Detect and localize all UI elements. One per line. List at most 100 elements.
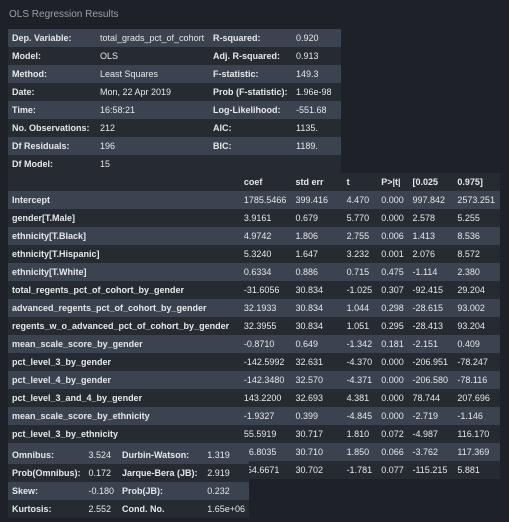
diagnostic-label: Omnibus:	[8, 446, 85, 464]
coef-term-name: advanced_regents_pct_of_cohort_by_gender	[8, 299, 240, 317]
diagnostic-label: Prob(JB):	[118, 482, 204, 500]
coef-value: 8.536	[453, 227, 500, 245]
coef-value: 32.1933	[239, 299, 292, 317]
diagnostics-table: Omnibus: 3.524 Durbin-Watson: 1.319 Prob(Omn…	[8, 446, 249, 518]
diagnostic-label: Durbin-Watson:	[118, 446, 204, 464]
coef-column-header	[8, 173, 240, 191]
coef-value: 0.072	[377, 425, 409, 443]
coef-value: -206.951	[408, 353, 454, 371]
coef-value: 0.475	[377, 263, 409, 281]
summary-row: Time: 16:58:21 Log-Likelihood: -551.68	[8, 101, 341, 119]
coef-value: -54.6671	[239, 461, 292, 479]
summary-value: 1135.	[292, 119, 341, 137]
diagnostic-value: 0.232	[203, 482, 249, 500]
coef-value: 2.076	[408, 245, 454, 263]
diagnostic-row: Prob(Omnibus): 0.172 Jarque-Bera (JB): 2.91…	[8, 464, 249, 482]
coef-term-name: mean_scale_score_by_gender	[8, 335, 240, 353]
coef-value: 30.834	[291, 317, 343, 335]
coef-value: 143.2200	[239, 389, 292, 407]
coef-value: 0.298	[377, 299, 409, 317]
coef-value: -115.215	[408, 461, 454, 479]
coef-value: -28.413	[408, 317, 454, 335]
coef-value: 117.369	[453, 443, 500, 461]
coef-value: 32.570	[291, 371, 343, 389]
summary-label: Log-Likelihood:	[209, 101, 292, 119]
coef-value: -206.580	[408, 371, 454, 389]
diagnostic-row: Kurtosis: 2.552 Cond. No. 1.65e+06	[8, 500, 249, 518]
coef-value: 0.886	[291, 263, 343, 281]
coef-value: 207.696	[453, 389, 500, 407]
coef-value: -1.025	[342, 281, 378, 299]
coef-value: 0.295	[377, 317, 409, 335]
coef-value: 32.631	[291, 353, 343, 371]
summary-row: Dep. Variable: total_grads_pct_of_cohort R…	[8, 29, 341, 47]
coef-row: ethnicity[T.Black] 4.9742 1.806 2.755 0.006 1…	[8, 227, 500, 245]
coef-value: 1.850	[342, 443, 378, 461]
coef-column-header: t	[342, 173, 378, 191]
coef-value: 0.715	[342, 263, 378, 281]
coef-value: 1.044	[342, 299, 378, 317]
diagnostic-label: Cond. No.	[118, 500, 204, 518]
coef-row: Intercept 1785.5466 399.416 4.470 0.000 997.8…	[8, 191, 500, 209]
coef-value: 1785.5466	[239, 191, 292, 209]
coefficients-table: coef std err t P>|t| [0.025 0.975] Intercept 17…	[8, 173, 500, 479]
coef-value: 1.647	[291, 245, 343, 263]
coef-value: 5.3240	[239, 245, 292, 263]
summary-row: Df Residuals: 196 BIC: 1189.	[8, 137, 341, 155]
coef-value: 2.755	[342, 227, 378, 245]
coef-value: -0.8710	[239, 335, 292, 353]
diagnostic-value: 2.919	[203, 464, 249, 482]
summary-value: OLS	[96, 47, 209, 65]
model-summary-table: Dep. Variable: total_grads_pct_of_cohort R…	[8, 29, 341, 191]
summary-value: Mon, 22 Apr 2019	[96, 83, 209, 101]
summary-value: -551.68	[292, 101, 341, 119]
coef-value: 93.204	[453, 317, 500, 335]
coef-value: -4.845	[342, 407, 378, 425]
coef-value: -3.762	[408, 443, 454, 461]
coef-value: -4.987	[408, 425, 454, 443]
summary-row: Date: Mon, 22 Apr 2019 Prob (F-statistic):…	[8, 83, 341, 101]
coef-row: advanced_regents_pct_of_cohort_by_gender…	[8, 299, 500, 317]
summary-value	[292, 155, 341, 173]
coef-term-name: Intercept	[8, 191, 240, 209]
coef-term-name: ethnicity[T.White]	[8, 263, 240, 281]
coef-row: regents_w_o_advanced_pct_of_cohort_by_ge…	[8, 317, 500, 335]
coef-value: -1.114	[408, 263, 454, 281]
coef-value: -4.371	[342, 371, 378, 389]
summary-label: Time:	[8, 101, 96, 119]
coef-value: 0.000	[377, 389, 409, 407]
summary-value: total_grads_pct_of_cohort	[96, 29, 209, 47]
coef-value: -1.9327	[239, 407, 292, 425]
coef-value: 2573.251	[453, 191, 500, 209]
summary-label: Model:	[8, 47, 96, 65]
coef-value: 4.9742	[239, 227, 292, 245]
coef-value: 30.710	[291, 443, 343, 461]
diagnostic-label: Kurtosis:	[8, 500, 85, 518]
summary-row: Model: OLS Adj. R-squared: 0.913	[8, 47, 341, 65]
summary-label: Date:	[8, 83, 96, 101]
summary-value: 0.913	[292, 47, 341, 65]
coef-term-name: pct_level_4_by_gender	[8, 371, 240, 389]
coef-value: -4.370	[342, 353, 378, 371]
coef-value: 1.051	[342, 317, 378, 335]
coef-term-name: ethnicity[T.Black]	[8, 227, 240, 245]
coef-value: 29.204	[453, 281, 500, 299]
coef-row: pct_level_4_by_gender -142.3480 32.570 -4.3…	[8, 371, 500, 389]
summary-value: 1189.	[292, 137, 341, 155]
coef-value: 30.834	[291, 281, 343, 299]
summary-label: Dep. Variable:	[8, 29, 96, 47]
coef-value: -92.415	[408, 281, 454, 299]
coef-value: 0.077	[377, 461, 409, 479]
coef-value: 5.881	[453, 461, 500, 479]
summary-row: Method: Least Squares F-statistic: 149.3	[8, 65, 341, 83]
coef-value: 93.002	[453, 299, 500, 317]
coef-value: -142.3480	[239, 371, 292, 389]
diagnostic-value: 2.552	[84, 500, 119, 518]
coef-value: 0.649	[291, 335, 343, 353]
coef-value: 3.232	[342, 245, 378, 263]
coef-value: 55.5919	[239, 425, 292, 443]
coef-value: 5.255	[453, 209, 500, 227]
coef-value: 116.170	[453, 425, 500, 443]
diagnostic-value: -0.180	[84, 482, 119, 500]
coef-row: pct_level_3_by_gender -142.5992 32.631 -4.3…	[8, 353, 500, 371]
